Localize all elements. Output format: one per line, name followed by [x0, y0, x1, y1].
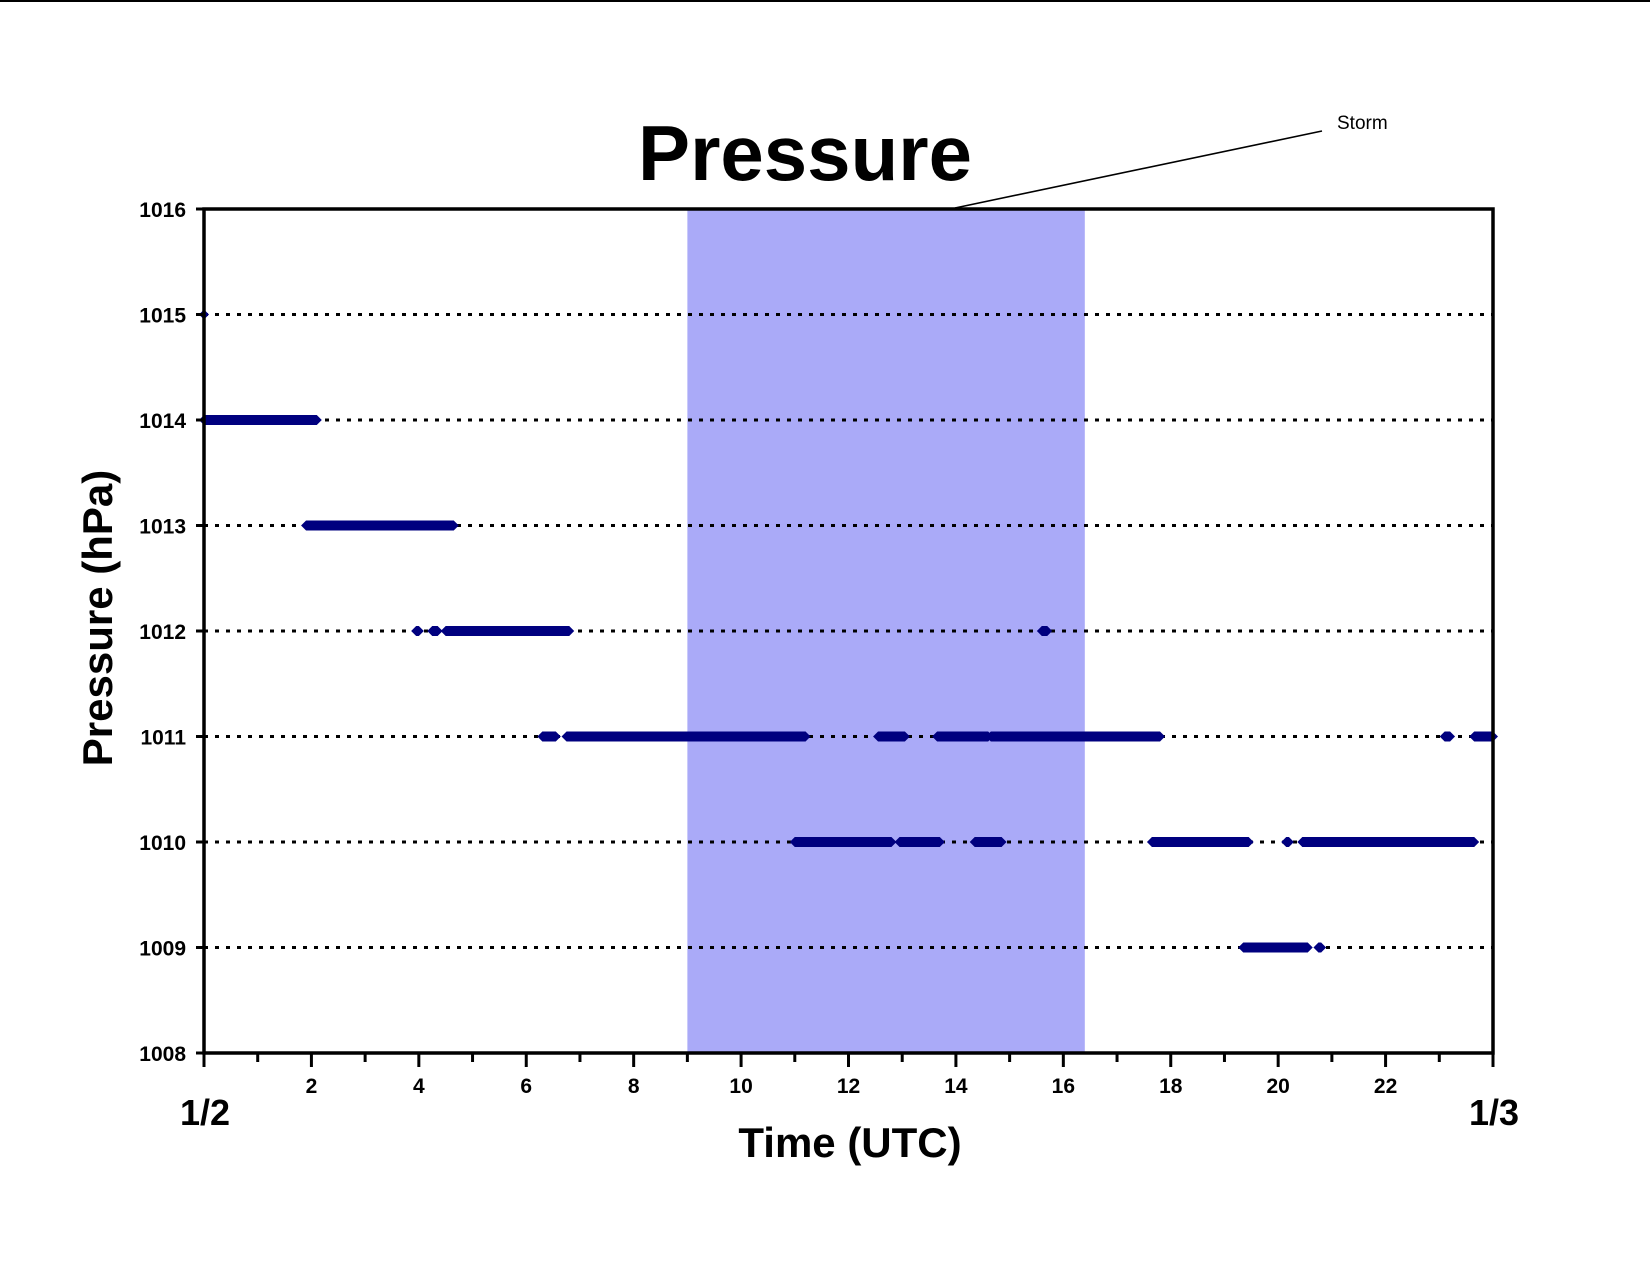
data-point-group-13 — [1474, 731, 1493, 742]
y-tick-label: 1016 — [139, 199, 186, 222]
x-tick-label: 4 — [413, 1075, 425, 1098]
data-point-group-3 — [416, 626, 419, 636]
data-point-group-2 — [306, 520, 454, 531]
data-point-group-1 — [204, 415, 317, 425]
y-tick-label: 1010 — [139, 832, 186, 855]
annotation-leader-line — [954, 130, 1323, 209]
y-tick-label: 1014 — [139, 410, 186, 433]
y-tick-label: 1009 — [139, 938, 186, 961]
chart-title: Pressure — [638, 109, 972, 197]
data-point-group-19 — [1302, 837, 1475, 847]
x-tick-label: 18 — [1159, 1075, 1183, 1098]
data-point-group-6 — [1041, 626, 1048, 636]
data-point-group-11 — [990, 731, 1161, 742]
data-point-group-14 — [794, 837, 892, 847]
x-tick-label: 8 — [628, 1075, 640, 1098]
date-label-end: 1/3 — [1469, 1092, 1519, 1133]
y-tick-label: 1011 — [140, 727, 186, 750]
data-point-group-7 — [542, 731, 556, 742]
date-label-start: 1/2 — [180, 1092, 230, 1133]
data-point-group-8 — [566, 731, 806, 742]
data-point-group-21 — [1318, 942, 1322, 953]
x-tick-label: 2 — [306, 1075, 318, 1098]
x-tick-label: 14 — [944, 1075, 968, 1098]
y-tick-label: 1012 — [139, 621, 186, 644]
y-tick-label: 1015 — [139, 305, 186, 328]
y-axis-title: Pressure (hPa) — [74, 470, 121, 766]
data-point-group-20 — [1243, 942, 1308, 953]
x-tick-label: 20 — [1266, 1075, 1289, 1098]
data-point-group-4 — [432, 626, 438, 636]
y-tick-label: 1013 — [139, 516, 186, 539]
top-border-line — [0, 0, 1650, 2]
data-point-group-17 — [1151, 837, 1249, 847]
x-tick-label: 16 — [1052, 1075, 1075, 1098]
data-point-group-15 — [899, 837, 940, 847]
data-point-group-10 — [937, 731, 989, 742]
data-point-group-16 — [974, 837, 1002, 847]
x-tick-label: 10 — [729, 1075, 752, 1098]
data-point-group-12 — [1444, 731, 1451, 742]
data-point-group-9 — [878, 731, 905, 742]
annotation-label: Storm — [1337, 113, 1388, 134]
data-point-group-5 — [445, 626, 570, 636]
x-tick-label: 12 — [837, 1075, 860, 1098]
data-point-group-18 — [1286, 837, 1289, 847]
x-axis-title: Time (UTC) — [738, 1119, 961, 1166]
y-tick-label: 1008 — [139, 1043, 186, 1066]
x-tick-label: 22 — [1374, 1075, 1397, 1098]
x-tick-label: 6 — [520, 1075, 532, 1098]
